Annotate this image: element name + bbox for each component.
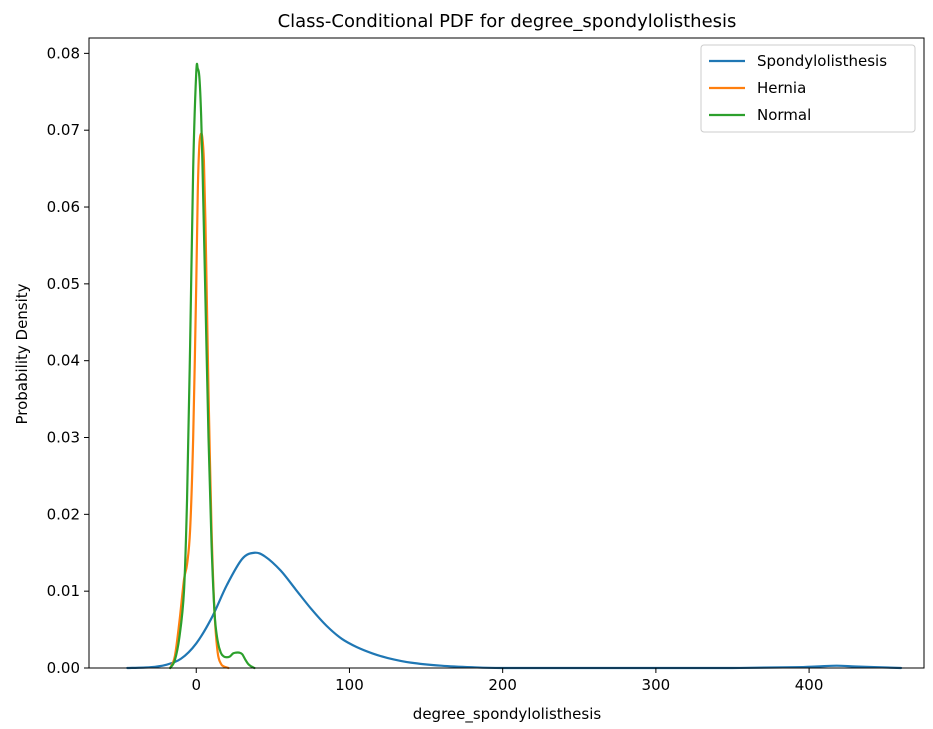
x-tick-label: 0 bbox=[191, 676, 201, 694]
x-tick-label: 400 bbox=[795, 676, 824, 694]
y-tick-label: 0.00 bbox=[47, 659, 80, 677]
y-tick-label: 0.04 bbox=[47, 352, 80, 370]
legend-box bbox=[700, 44, 916, 133]
legend: Spondylolisthesis Hernia Normal bbox=[700, 44, 916, 133]
legend-label-hernia: Hernia bbox=[757, 79, 806, 97]
legend-label-spondylolisthesis: Spondylolisthesis bbox=[757, 52, 887, 70]
series-line-spondylolisthesis bbox=[126, 551, 903, 670]
y-tick-label: 0.03 bbox=[47, 429, 80, 447]
x-tick-label: 200 bbox=[488, 676, 517, 694]
y-tick-label: 0.05 bbox=[47, 275, 80, 293]
chart-title: Class-Conditional PDF for degree_spondyl… bbox=[278, 11, 737, 32]
y-axis-label: Probability Density bbox=[13, 283, 31, 424]
series-layer bbox=[126, 62, 903, 670]
y-axis: 0.00 0.01 0.02 0.03 0.04 0.05 0.06 0.07 0.08 bbox=[47, 44, 89, 677]
x-tick-label: 300 bbox=[642, 676, 671, 694]
y-tick-label: 0.01 bbox=[47, 582, 80, 600]
legend-label-normal: Normal bbox=[757, 106, 811, 124]
y-tick-label: 0.06 bbox=[47, 198, 80, 216]
x-axis: 0 100 200 300 400 bbox=[191, 668, 823, 694]
plot-frame bbox=[88, 37, 925, 669]
series-line-hernia bbox=[169, 132, 230, 670]
x-tick-label: 100 bbox=[335, 676, 364, 694]
y-tick-label: 0.02 bbox=[47, 505, 80, 523]
y-tick-label: 0.07 bbox=[47, 121, 80, 139]
series-line-normal bbox=[169, 62, 256, 670]
plot-area bbox=[126, 62, 903, 670]
y-tick-label: 0.08 bbox=[47, 44, 80, 62]
x-axis-label: degree_spondylolisthesis bbox=[413, 705, 602, 724]
